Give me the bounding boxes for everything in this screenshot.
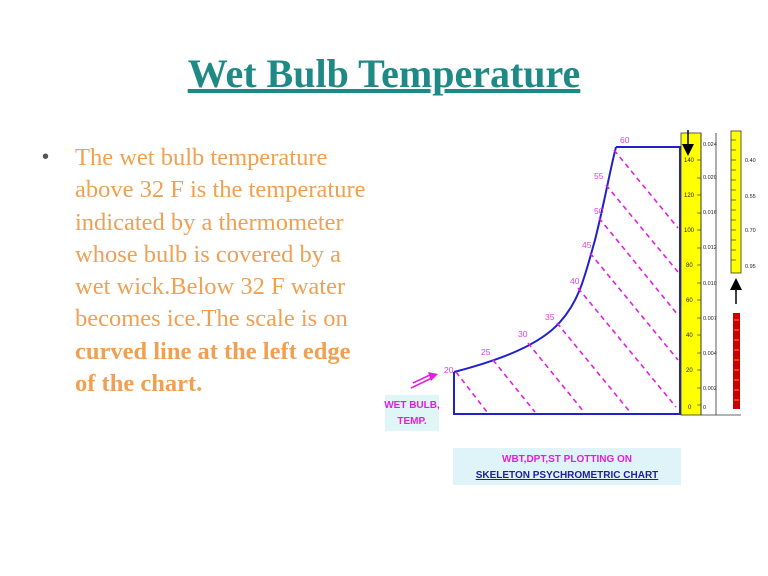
wbt-label: 60 xyxy=(620,135,630,145)
caption-box xyxy=(453,448,681,485)
callout-arrow-icon xyxy=(410,372,438,389)
wbt-line-20 xyxy=(455,371,488,413)
db-scale-label: 40 xyxy=(686,333,693,339)
humidity-label: 0.024 xyxy=(703,142,717,148)
right-scale-bar xyxy=(730,130,742,274)
bullet-plain-text: The wet bulb temperature above 32 F is t… xyxy=(75,144,366,333)
db-scale-label: 100 xyxy=(684,228,695,234)
humidity-label: 0.010 xyxy=(703,281,717,287)
db-scale-label: 80 xyxy=(686,263,693,269)
up-arrow-icon xyxy=(730,278,742,304)
wbt-label: 50 xyxy=(594,206,604,216)
humidity-label: 0.020 xyxy=(703,175,717,181)
bullet-bold-text: curved line at the left edge of the char… xyxy=(75,337,351,398)
wbt-line-55 xyxy=(605,184,679,273)
bullet-text: The wet bulb temperature above 32 F is t… xyxy=(75,142,375,400)
down-arrow-icon xyxy=(682,130,694,156)
callout-line1: WET BULB, xyxy=(384,400,440,411)
wbt-label: 45 xyxy=(582,240,592,250)
humidity-label: 0.012 xyxy=(703,245,717,251)
right-scale-ticks xyxy=(731,139,736,261)
wbt-line-25 xyxy=(492,359,536,413)
bullet-dot-icon: • xyxy=(42,146,50,168)
wbt-label: 35 xyxy=(545,312,555,322)
wbt-label: 30 xyxy=(518,329,528,339)
wbt-line-60 xyxy=(613,149,679,229)
db-scale-label: 20 xyxy=(686,368,693,374)
wbt-label: 25 xyxy=(481,347,491,357)
saturation-curve xyxy=(453,146,617,373)
db-scale-label: 120 xyxy=(684,193,695,199)
humidity-label: 0.016 xyxy=(703,210,717,216)
caption-line1: WBT,DPT,ST PLOTTING ON xyxy=(502,454,632,465)
wbt-line-30 xyxy=(527,342,585,413)
wbt-line-50 xyxy=(598,217,679,316)
db-scale-label: 60 xyxy=(686,298,693,304)
wbt-label: 55 xyxy=(594,171,604,181)
right-scale-label: 0.55 xyxy=(745,194,756,200)
dry-bulb-scale-ticks xyxy=(697,159,701,406)
db-scale-label: 0 xyxy=(688,405,692,411)
db-scale-label: 140 xyxy=(684,158,695,164)
humidity-label: 0.004 xyxy=(703,351,717,357)
humidity-label: 0 xyxy=(703,405,706,411)
red-scale-strip xyxy=(733,313,740,409)
right-scale-label: 0.40 xyxy=(745,158,756,164)
red-strip-marks xyxy=(734,319,739,401)
wbt-line-45 xyxy=(589,252,679,361)
wbt-label: 20 xyxy=(444,365,454,375)
right-scale-label: 0.70 xyxy=(745,228,756,234)
wet-bulb-lines xyxy=(455,149,679,413)
caption-line2: SKELETON PSYCHROMETRIC CHART xyxy=(476,470,659,481)
slide-title: Wet Bulb Temperature xyxy=(187,51,581,96)
wbt-label: 40 xyxy=(570,276,580,286)
chart-frame xyxy=(453,146,681,415)
wbt-line-35 xyxy=(556,322,631,413)
callout-line2: TEMP. xyxy=(397,416,426,427)
wbt-line-40 xyxy=(577,287,677,408)
humidity-label: 0.002 xyxy=(703,386,717,392)
humidity-label: 0.007 xyxy=(703,316,717,322)
right-scale-label: 0.95 xyxy=(745,264,756,270)
callout-box xyxy=(385,395,439,431)
